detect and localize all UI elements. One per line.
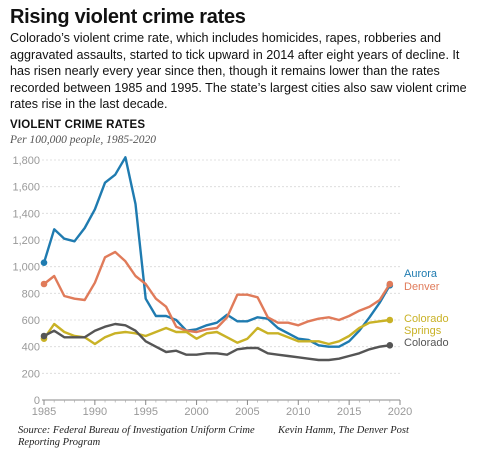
chart-subtitle: Per 100,000 people, 1985-2020	[10, 134, 156, 146]
y-tick-label: 800	[22, 288, 40, 300]
x-tick-label: 2010	[286, 406, 310, 418]
y-tick-label: 0	[34, 395, 40, 407]
series-label-3: Colorado	[404, 337, 449, 349]
y-tick-label: 1,400	[12, 208, 40, 220]
y-tick-label: 600	[22, 315, 40, 327]
x-tick-label: 2000	[184, 406, 208, 418]
x-tick-label: 2015	[337, 406, 361, 418]
series-line-1	[42, 250, 391, 334]
chart-title: VIOLENT CRIME RATES	[10, 119, 146, 131]
credit-note: Kevin Hamm, The Denver Post	[278, 425, 409, 436]
series-label-1: Denver	[404, 281, 440, 293]
series-start-point-0	[40, 259, 48, 266]
series-line-3	[42, 322, 391, 362]
series-start-point-1	[40, 280, 48, 288]
x-tick-label: 1990	[83, 406, 107, 418]
article-title: Rising violent crime rates	[10, 6, 246, 28]
y-tick-label: 1,800	[12, 155, 40, 167]
y-tick-label: 1,600	[12, 182, 40, 194]
x-tick-label: 2020	[388, 406, 412, 418]
x-tick-label: 1985	[32, 406, 56, 418]
series-end-point-3	[386, 342, 394, 349]
series-line-0	[42, 156, 391, 348]
x-tick-label: 1995	[133, 406, 157, 418]
y-tick-label: 200	[22, 368, 40, 380]
y-tick-label: 1,000	[12, 262, 40, 274]
series-end-point-1	[386, 280, 394, 288]
series-label-0: Aurora	[404, 268, 438, 280]
y-tick-label: 400	[22, 342, 40, 354]
article-description: Colorado’s violent crime rate, which inc…	[10, 31, 467, 111]
series-label-2: Colorado Springs	[404, 313, 449, 337]
x-tick-label: 2005	[235, 406, 259, 418]
series-end-point-2	[386, 316, 394, 324]
series-line-2	[42, 318, 391, 346]
source-note: Source: Federal Bureau of Investigation …	[18, 425, 255, 448]
series-start-point-3	[40, 332, 48, 340]
y-tick-label: 1,200	[12, 235, 40, 247]
